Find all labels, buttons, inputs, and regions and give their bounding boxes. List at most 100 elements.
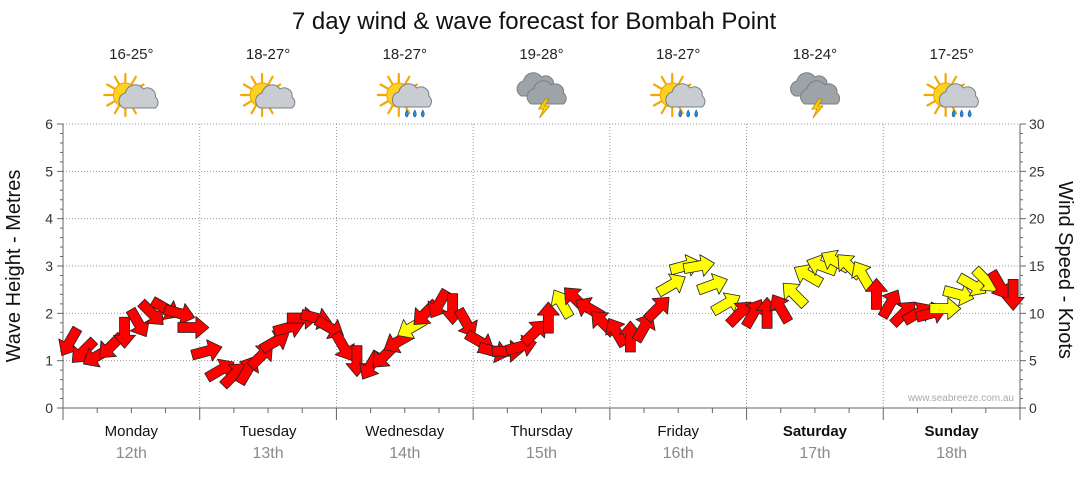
wind-arrow xyxy=(259,330,290,354)
sun-ray xyxy=(926,83,936,90)
left-axis-title: Wave Height - Metres xyxy=(3,170,25,363)
lightning-bolt xyxy=(811,98,824,119)
wind-arrow-shape xyxy=(696,273,728,296)
cloud-shape xyxy=(938,83,979,108)
cloud-shape xyxy=(526,80,567,105)
sun-cloud-rain-icon xyxy=(650,72,706,118)
sun-ray xyxy=(130,75,137,85)
rain-drop xyxy=(951,109,956,118)
wind-arrow xyxy=(177,316,210,339)
wind-arrow-shape xyxy=(113,316,136,349)
left-tick-label: 4 xyxy=(45,211,53,227)
cloud-shape xyxy=(665,83,706,108)
right-tick-label: 10 xyxy=(1029,305,1045,321)
sun-ray xyxy=(934,75,941,85)
storm-icon xyxy=(790,72,841,119)
wind-arrow xyxy=(865,277,888,310)
wind-arrow-shape xyxy=(190,339,223,362)
wind-arrow xyxy=(618,320,642,353)
sun-ray xyxy=(652,100,663,107)
sun-ray xyxy=(951,75,958,85)
wind-arrow xyxy=(113,316,136,349)
sun-ray xyxy=(379,100,389,107)
day-name-label: Wednesday xyxy=(365,423,444,440)
right-tick-label: 25 xyxy=(1029,163,1045,179)
wind-arrow-shape xyxy=(655,273,686,298)
wind-arrow xyxy=(454,306,478,338)
wind-arrow-shape xyxy=(125,306,150,338)
wind-arrow-shape xyxy=(137,298,164,326)
wind-arrow xyxy=(782,282,809,309)
day-name-label: Thursday xyxy=(510,423,573,440)
rain-drop xyxy=(404,109,409,118)
wind-arrow xyxy=(793,264,824,288)
left-tick-label: 6 xyxy=(45,116,53,132)
sun-ray xyxy=(387,75,394,85)
wind-arrow xyxy=(956,272,987,297)
rain-drop xyxy=(686,109,691,118)
wind-arrow xyxy=(877,289,902,320)
right-tick-label: 0 xyxy=(1029,400,1037,416)
sun-ray xyxy=(242,100,252,107)
rain-drop xyxy=(694,109,699,118)
wind-arrow xyxy=(929,297,962,321)
day-date-label: 14th xyxy=(389,445,420,462)
wind-arrow xyxy=(427,287,452,319)
wind-arrow-shape xyxy=(618,320,642,353)
day-name-label: Friday xyxy=(657,423,699,440)
wind-arrow-shape xyxy=(454,306,478,338)
wind-arrow-shape xyxy=(1001,278,1025,311)
sun-ray xyxy=(113,75,120,85)
left-tick-label: 3 xyxy=(45,258,53,274)
left-tick-label: 0 xyxy=(45,400,53,416)
wind-arrow-shape xyxy=(536,301,560,334)
day-name-label: Saturday xyxy=(783,423,848,440)
day-date-label: 16th xyxy=(663,445,694,462)
right-tick-label: 5 xyxy=(1029,353,1037,369)
sun-ray xyxy=(677,75,684,85)
day-name-label: Monday xyxy=(105,423,159,440)
sun-ray xyxy=(267,75,274,85)
day-name-label: Sunday xyxy=(925,423,980,440)
left-tick-label: 5 xyxy=(45,163,53,179)
sun-ray xyxy=(660,105,667,115)
wind-arrow xyxy=(331,330,355,361)
wind-arrow xyxy=(1001,278,1025,311)
cloud-shape xyxy=(800,80,841,105)
partly-cloudy-icon xyxy=(103,72,159,118)
left-tick-label: 1 xyxy=(45,353,53,369)
wind-arrow xyxy=(125,306,150,338)
sun-ray xyxy=(387,105,394,115)
day-temperature: 18-27° xyxy=(246,46,290,63)
day-date-label: 12th xyxy=(116,445,147,462)
rain-drop xyxy=(678,109,683,118)
wind-arrow xyxy=(190,339,223,362)
wind-arrow-shape xyxy=(163,303,196,326)
day-temperature: 18-27° xyxy=(656,46,700,63)
wind-arrow-shape xyxy=(865,277,888,310)
day-date-label: 15th xyxy=(526,445,557,462)
wind-arrow xyxy=(643,296,670,324)
wind-arrow xyxy=(769,294,793,325)
wind-arrow-shape xyxy=(331,330,355,361)
wind-arrow xyxy=(655,273,686,298)
day-temperature: 18-27° xyxy=(383,46,427,63)
cloud-shape xyxy=(255,84,296,109)
wind-arrow-shape xyxy=(987,269,1011,300)
sun-ray xyxy=(250,105,257,115)
storm-icon xyxy=(516,72,567,119)
rain-drop xyxy=(959,109,964,118)
wind-arrow xyxy=(682,254,715,277)
day-temperature: 19-28° xyxy=(519,46,563,63)
day-date-label: 18th xyxy=(936,445,967,462)
left-tick-label: 2 xyxy=(45,305,53,321)
wind-arrow xyxy=(163,303,196,326)
sun-ray xyxy=(106,100,116,107)
wind-arrow xyxy=(550,289,575,320)
day-temperature: 18-24° xyxy=(793,46,837,63)
wind-arrow-shape xyxy=(177,316,210,339)
day-temperature: 17-25° xyxy=(929,46,973,63)
wind-arrow-shape xyxy=(929,297,962,321)
right-tick-label: 15 xyxy=(1029,258,1045,274)
sun-ray xyxy=(379,83,389,90)
